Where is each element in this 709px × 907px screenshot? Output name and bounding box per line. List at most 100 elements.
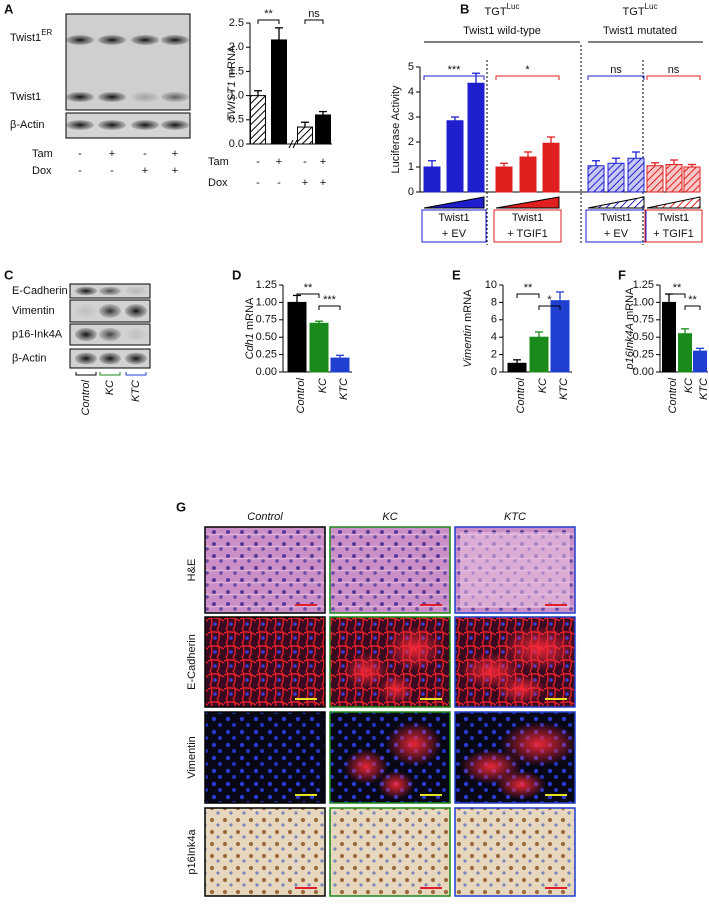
significance-bracket bbox=[684, 305, 701, 310]
significance-label: ** bbox=[688, 294, 697, 306]
micrograph-frame bbox=[204, 526, 326, 614]
significance-bracket bbox=[495, 75, 560, 80]
bar bbox=[646, 165, 664, 193]
significance-bracket bbox=[304, 19, 324, 24]
micrograph-image bbox=[330, 808, 450, 896]
y-tick-label: 2 bbox=[491, 349, 497, 361]
y-tick-label: 0.00 bbox=[633, 366, 654, 378]
y-tick-label: 0 bbox=[408, 186, 414, 198]
y-axis-title: Cdh1 mRNA bbox=[244, 297, 256, 359]
y-tick-label: 4 bbox=[491, 331, 497, 343]
text-part: Vimentin bbox=[462, 325, 474, 368]
blot-band bbox=[131, 120, 159, 130]
treatment-mark: + bbox=[172, 165, 178, 177]
significance-bracket bbox=[587, 75, 645, 80]
blot-band bbox=[66, 35, 94, 45]
header-title: TGTLuc bbox=[623, 2, 658, 18]
significance-bracket bbox=[516, 293, 540, 298]
significance-label: ns bbox=[668, 64, 680, 76]
bar bbox=[287, 301, 307, 373]
treatment-mark: - bbox=[110, 165, 114, 177]
panel-label: E bbox=[452, 267, 461, 282]
blot-band bbox=[98, 120, 126, 130]
row-label: E-Cadherin bbox=[186, 634, 198, 690]
gradient-triangle bbox=[587, 196, 645, 209]
treatment-mark: + bbox=[320, 177, 326, 189]
significance-label: * bbox=[547, 294, 552, 306]
micrograph bbox=[329, 807, 451, 897]
bar bbox=[678, 333, 692, 373]
micrograph-frame bbox=[204, 616, 326, 708]
micrograph-frame bbox=[454, 616, 576, 708]
micrograph bbox=[454, 807, 576, 897]
micrograph-frame bbox=[329, 616, 451, 708]
stain-region bbox=[344, 653, 388, 689]
group-box bbox=[585, 209, 647, 243]
bar bbox=[446, 120, 464, 193]
y-tick-label: 1 bbox=[408, 161, 414, 173]
panel-label: G bbox=[176, 499, 186, 514]
stain-region bbox=[386, 721, 442, 767]
y-tick-label: 0.0 bbox=[229, 138, 244, 150]
significance-label: *** bbox=[323, 294, 337, 306]
group-label: Twist1 bbox=[438, 212, 469, 224]
significance-bracket bbox=[646, 75, 701, 80]
stain-region bbox=[499, 721, 579, 767]
blot-band bbox=[98, 92, 126, 102]
blot-band bbox=[66, 92, 94, 102]
group-box bbox=[644, 209, 703, 243]
significance-label: ** bbox=[673, 282, 682, 294]
micrograph-frame bbox=[454, 807, 576, 897]
blot-band bbox=[99, 352, 121, 365]
significance-bracket bbox=[538, 305, 561, 310]
stain-region bbox=[378, 674, 414, 704]
y-tick-label: 2.5 bbox=[229, 17, 244, 29]
significance-label: ns bbox=[610, 64, 622, 76]
treatment-mark: + bbox=[109, 148, 115, 160]
group-label: + EV bbox=[442, 228, 467, 240]
y-tick-label: 0.75 bbox=[633, 314, 654, 326]
blot-row-label: Twist1ER bbox=[10, 28, 53, 44]
blot-band bbox=[125, 304, 147, 318]
blot-band bbox=[98, 35, 126, 45]
x-tick-label: KC bbox=[537, 378, 549, 393]
blot-row-label: p16-Ink4A bbox=[12, 328, 63, 340]
x-tick-label: Control bbox=[295, 377, 307, 413]
group-box bbox=[493, 209, 562, 243]
significance-label: ** bbox=[524, 282, 533, 294]
y-tick-label: 10 bbox=[485, 279, 497, 291]
bar bbox=[542, 142, 560, 193]
group-label: + TGIF1 bbox=[507, 228, 547, 240]
y-tick-label: 8 bbox=[491, 296, 497, 308]
blot-band bbox=[125, 286, 147, 296]
bar bbox=[665, 164, 683, 193]
blot-band bbox=[75, 352, 97, 365]
bar bbox=[693, 350, 707, 373]
stain-region bbox=[499, 626, 579, 671]
bar bbox=[309, 322, 329, 373]
treatment-mark: - bbox=[303, 156, 307, 168]
treatment-mark: - bbox=[256, 156, 260, 168]
group-label: Twist1 bbox=[600, 212, 631, 224]
text-part: Twist1 bbox=[10, 91, 41, 103]
y-tick-label: 0.5 bbox=[229, 114, 244, 126]
gradient-triangle bbox=[423, 196, 485, 209]
y-tick-label: 0.75 bbox=[256, 314, 277, 326]
lane-label: Control bbox=[80, 379, 92, 415]
header-title: TGTLuc bbox=[485, 2, 520, 18]
blot-band bbox=[161, 92, 189, 102]
blot-row-label: β-Actin bbox=[10, 119, 44, 131]
y-tick-label: 0 bbox=[491, 366, 497, 378]
column-header: KC bbox=[382, 511, 397, 523]
bar bbox=[519, 156, 537, 193]
panel-label: C bbox=[4, 267, 14, 282]
stain-region bbox=[344, 749, 388, 785]
text-part: mRNA bbox=[462, 289, 474, 322]
y-tick-label: 2 bbox=[408, 136, 414, 148]
gradient-triangle bbox=[646, 196, 701, 209]
micrograph bbox=[329, 616, 451, 708]
micrograph-image bbox=[205, 712, 325, 803]
bar bbox=[467, 82, 485, 193]
y-tick-label: 0.00 bbox=[256, 366, 277, 378]
header-subtitle: Twist1 mutated bbox=[603, 25, 677, 37]
